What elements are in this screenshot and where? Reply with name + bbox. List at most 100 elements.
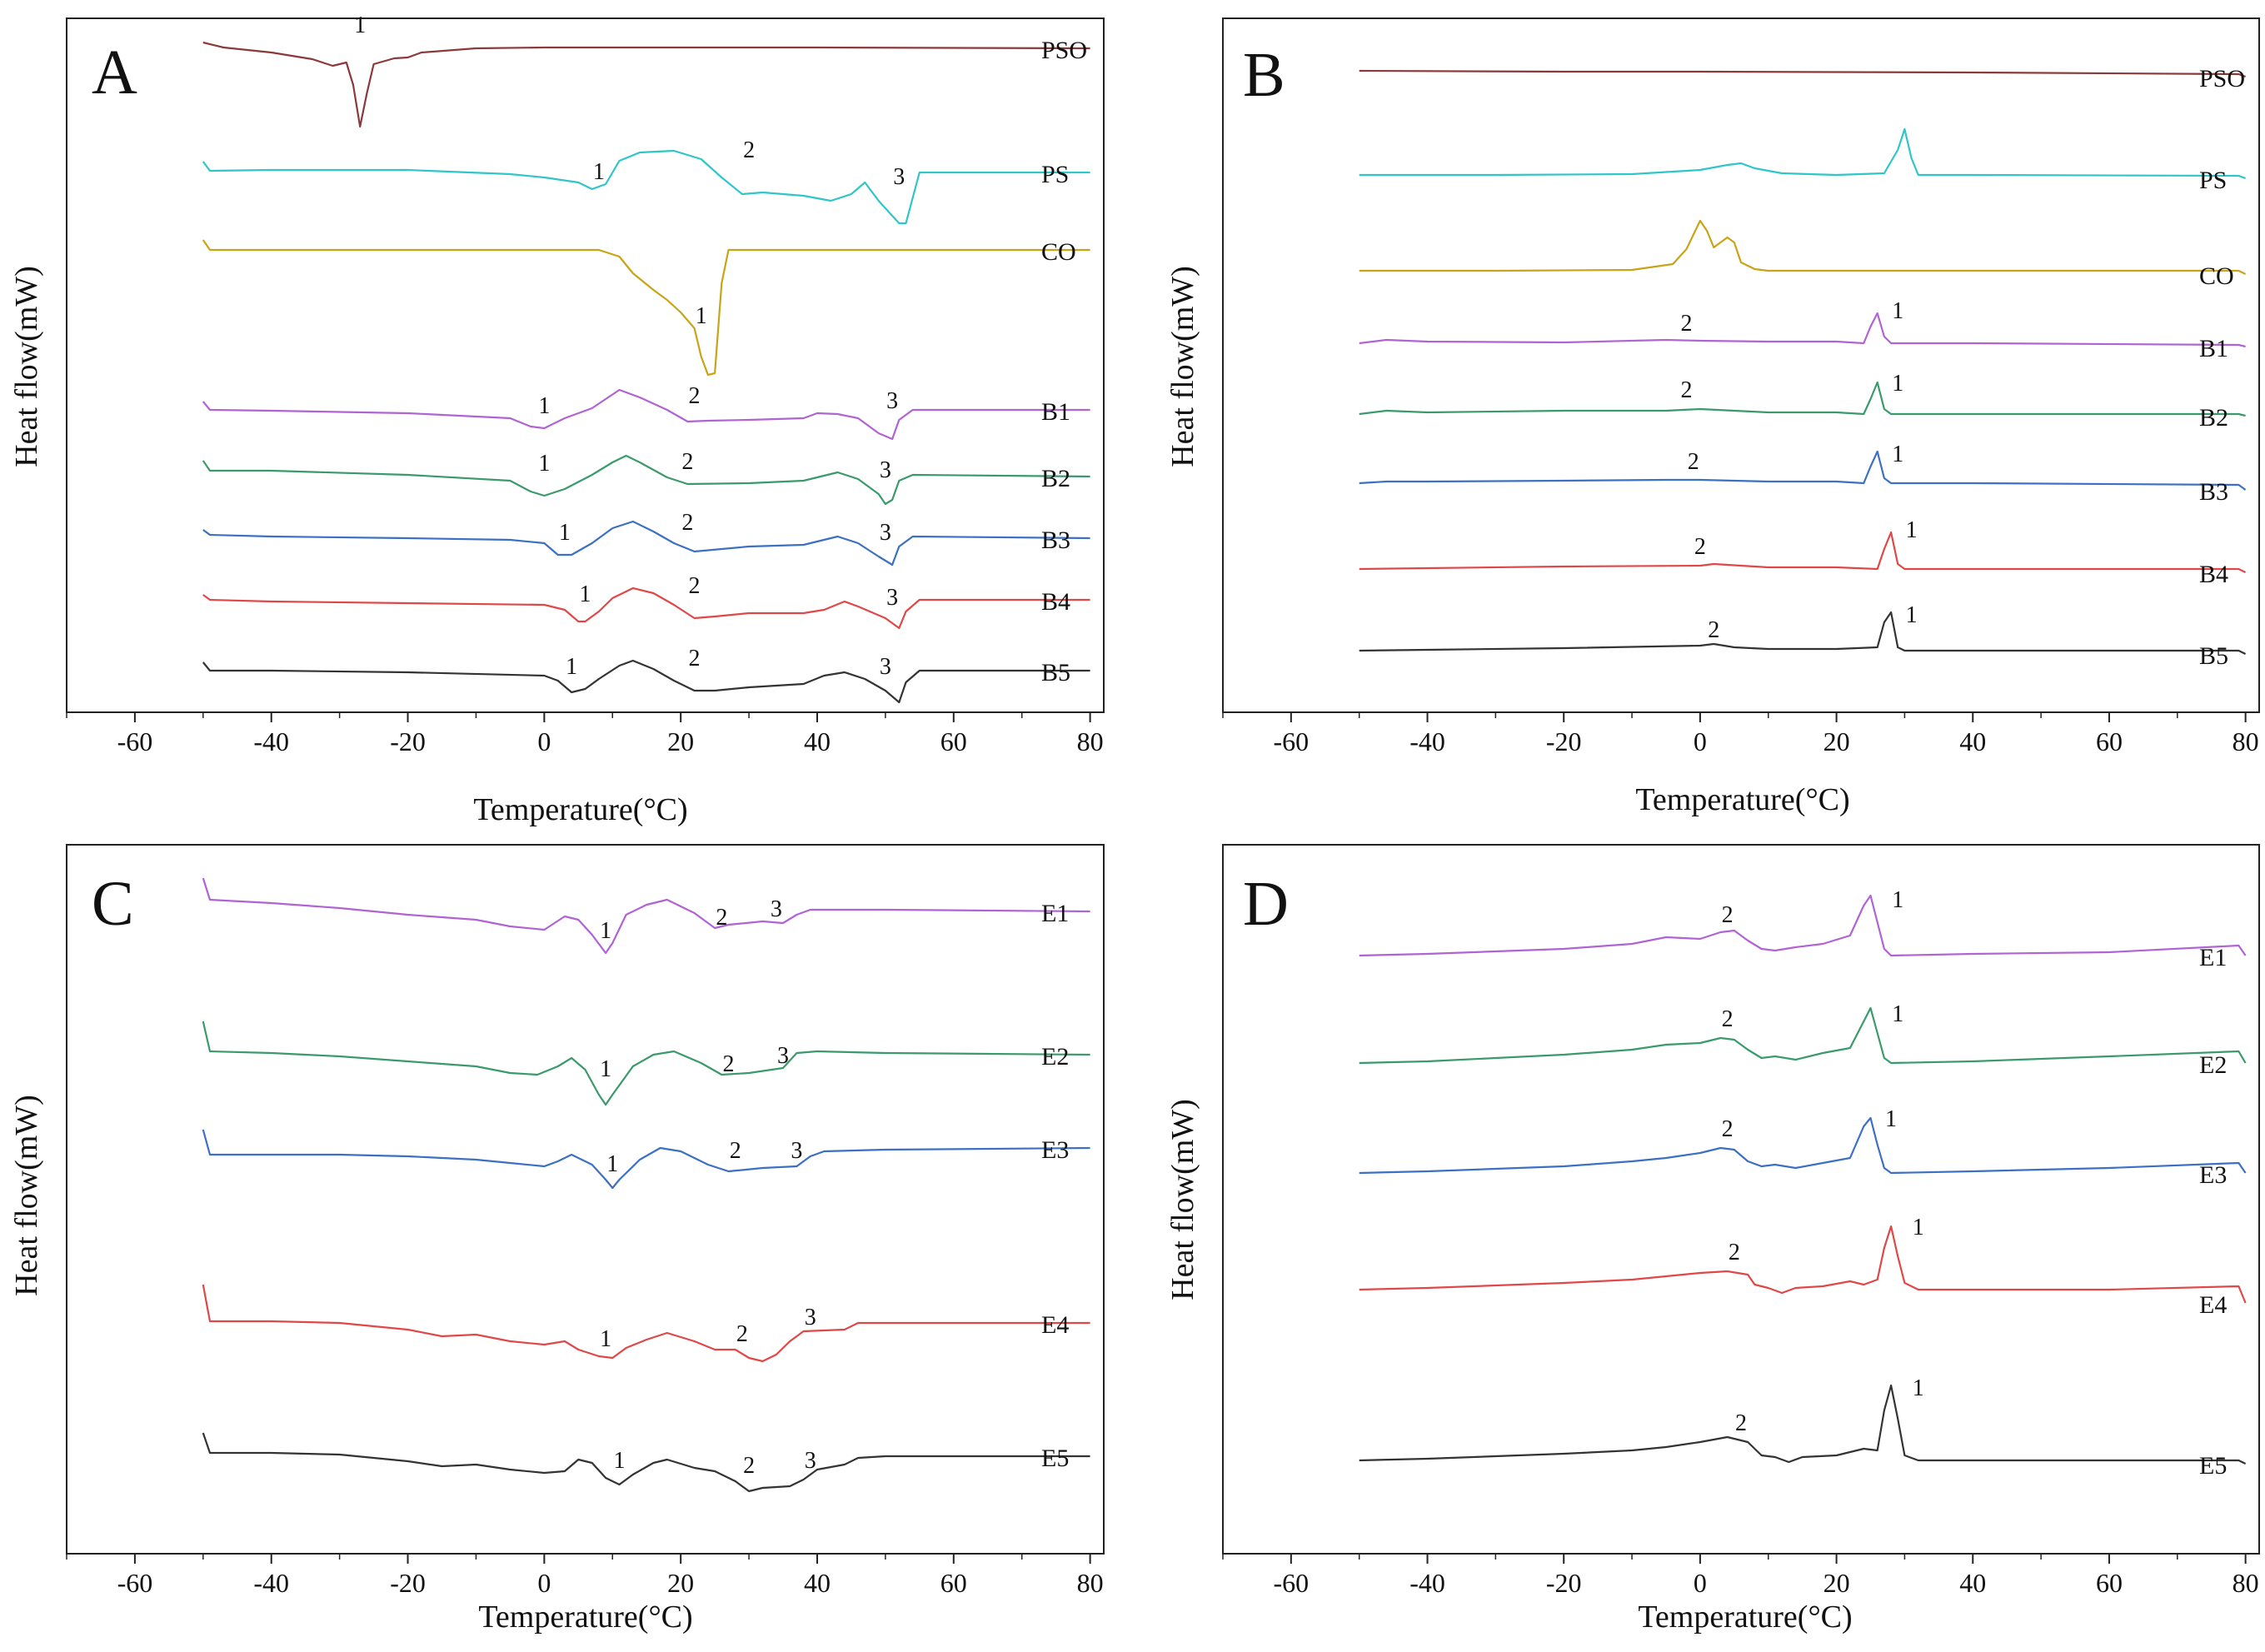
- series-line: [1359, 219, 2247, 275]
- panel-c: -60 -40 -20 0 20 40 60 80 Temperature(°C) Heat fl…: [9, 844, 1105, 1635]
- x-axis-title: Temperature(°C): [473, 792, 687, 827]
- series-name-label: E1: [1041, 900, 1069, 927]
- x-tick-label: 60: [940, 1568, 967, 1598]
- series-line: [202, 388, 1090, 441]
- series-b4: B4 1 2 3: [202, 573, 1090, 630]
- series-name-label: CO: [2199, 262, 2234, 290]
- series-e2: E2 2 1: [1359, 1001, 2247, 1079]
- peak-label: 1: [1906, 517, 1918, 543]
- series-pso: PSO: [1359, 65, 2246, 92]
- x-axis-title: Temperature(°C): [1635, 782, 1849, 817]
- y-axis-title: Heat flow(mW): [1165, 1099, 1200, 1300]
- peak-label: 2: [689, 383, 701, 409]
- x-tick-label: 20: [667, 1568, 694, 1598]
- y-axis-title: Heat flow(mW): [9, 1095, 44, 1296]
- series-b2: B2 1 2 3: [202, 449, 1090, 506]
- series-e1: E1 1 2 3: [202, 877, 1090, 955]
- series-b3: B3 1 2 3: [202, 510, 1090, 566]
- peak-label: 1: [538, 393, 550, 419]
- x-tick-label: 0: [1694, 1568, 1707, 1598]
- series-e3: E3 2 1: [1359, 1106, 2247, 1189]
- x-tick-label: -40: [253, 1568, 289, 1598]
- series-name-label: B2: [1041, 465, 1070, 492]
- series-line: [1359, 127, 2246, 180]
- peak-label: 3: [893, 164, 905, 190]
- series-name-label: E5: [1041, 1445, 1069, 1472]
- series-name-label: CO: [1041, 238, 1076, 266]
- x-tick-label: 40: [804, 1568, 831, 1598]
- panel-d: -60 -40 -20 0 20 40 60 80 Temperature(°C) Heat fl…: [1165, 844, 2260, 1635]
- peak-label: 1: [1892, 371, 1903, 397]
- x-tick-label: 40: [1959, 1568, 1986, 1598]
- x-tick-label: 0: [1694, 726, 1707, 756]
- peak-label: 2: [1694, 534, 1706, 560]
- series-b3: B3 2 1: [1359, 442, 2247, 506]
- x-tick-label: 80: [2233, 726, 2259, 756]
- series-e4: E4 2 1: [1359, 1215, 2247, 1319]
- x-tick-label: -20: [1546, 1568, 1582, 1598]
- series-e3: E3 1 2 3: [202, 1129, 1090, 1190]
- series-line: [1359, 1384, 2247, 1465]
- panel-a: -60 -40 -20 0 20 40 60 80 Temperature(°C) Heat fl…: [9, 12, 1105, 827]
- series-name-label: B1: [1041, 398, 1070, 426]
- series-pso: PSO 1: [202, 12, 1090, 128]
- series-name-label: E3: [1041, 1136, 1069, 1164]
- series-b1: B1 2 1: [1359, 298, 2246, 362]
- peak-label: 2: [743, 137, 755, 163]
- panel-letter: C: [92, 869, 134, 939]
- plot-frame: [66, 844, 1105, 1555]
- series-b5: B5 2 1: [1359, 602, 2247, 670]
- x-tick-label: 80: [1077, 1568, 1104, 1598]
- series-name-label: B3: [2199, 478, 2228, 506]
- series-name-label: E1: [2199, 944, 2227, 971]
- series-b2: B2 2 1: [1359, 371, 2246, 432]
- series-line: [202, 1021, 1090, 1106]
- plot-frame: [66, 17, 1105, 713]
- series-name-label: B4: [2199, 561, 2228, 588]
- series-e5: E5 2 1: [1359, 1375, 2247, 1480]
- series-e5: E5 1 2 3: [202, 1432, 1090, 1493]
- series-name-label: E2: [2199, 1051, 2227, 1079]
- peak-label: 2: [689, 573, 701, 599]
- series-line: [202, 659, 1090, 704]
- series-line: [1359, 611, 2247, 655]
- peak-label: 1: [1892, 887, 1903, 913]
- series-name-label: B3: [1041, 527, 1070, 554]
- peak-label: 1: [593, 159, 605, 185]
- series-co: CO 1: [202, 238, 1090, 377]
- plot-frame: [1222, 844, 2260, 1555]
- series-name-label: E5: [2199, 1452, 2227, 1480]
- series-line: [202, 1432, 1090, 1493]
- peak-label: 2: [689, 646, 701, 671]
- peak-label: 3: [805, 1448, 816, 1474]
- series-e4: E4 1 2 3: [202, 1284, 1090, 1363]
- peak-label: 1: [1892, 442, 1903, 467]
- series-e2: E2 1 2 3: [202, 1021, 1090, 1106]
- series-line: [1359, 381, 2246, 417]
- y-axis-title: Heat flow(mW): [9, 266, 44, 467]
- x-axis-title: Temperature(°C): [1638, 1600, 1852, 1635]
- series-e1: E1 2 1: [1359, 887, 2247, 971]
- series-name-label: PSO: [2199, 65, 2245, 92]
- peak-label: 1: [1906, 602, 1918, 628]
- x-tick-label: 40: [804, 726, 831, 756]
- peak-label: 3: [886, 585, 898, 611]
- series-line: [202, 239, 1090, 377]
- peak-label: 1: [613, 1448, 625, 1474]
- series-name-label: B2: [2199, 404, 2228, 432]
- peak-label: 1: [1892, 298, 1903, 324]
- peak-label: 2: [1729, 1240, 1740, 1265]
- x-tick-label: 20: [1823, 1568, 1850, 1598]
- peak-label: 1: [1913, 1215, 1924, 1240]
- x-tick-label: -20: [390, 726, 426, 756]
- x-tick-label: 80: [1077, 726, 1104, 756]
- x-tick-label: 20: [1823, 726, 1850, 756]
- series-co: CO: [1359, 219, 2247, 290]
- x-tick-label: -40: [253, 726, 289, 756]
- peak-label: 1: [600, 1326, 611, 1352]
- peak-label: 3: [771, 896, 782, 922]
- peak-label: 2: [716, 905, 727, 931]
- x-tick-label: 80: [2233, 1568, 2259, 1598]
- series-line: [202, 41, 1090, 128]
